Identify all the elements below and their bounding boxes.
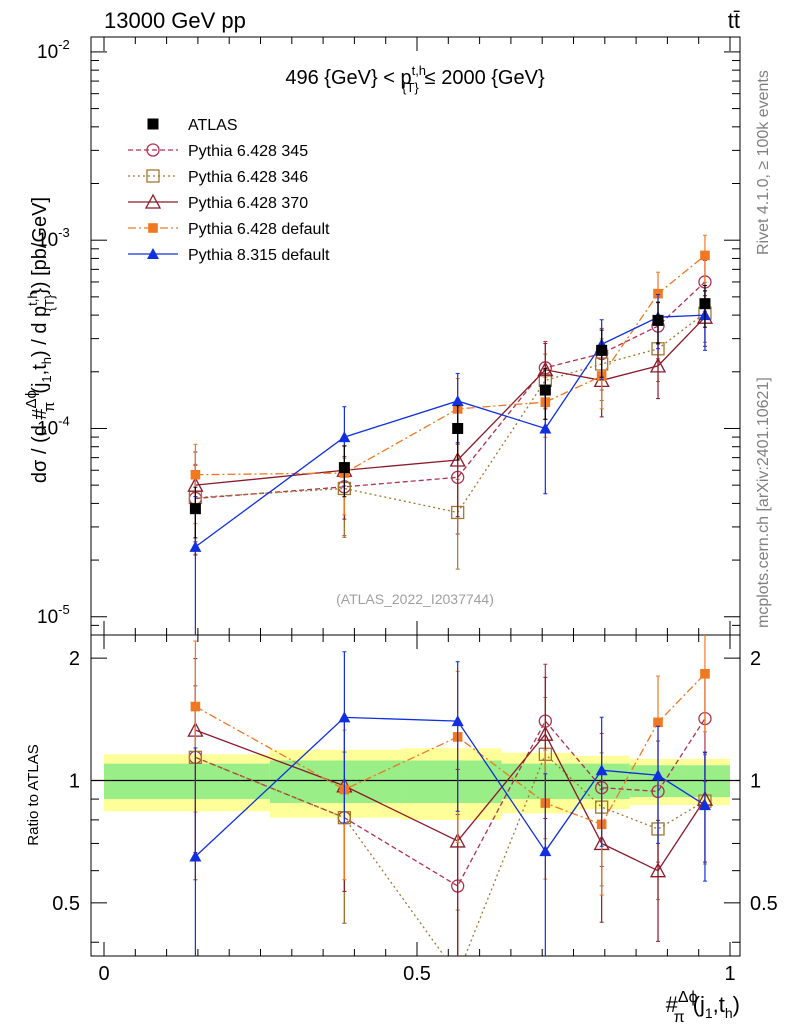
series-3-point [190, 469, 201, 480]
series-4-ratio-point [451, 715, 464, 727]
x-tick-label: 0.5 [403, 963, 431, 985]
atlas-point [539, 384, 551, 396]
legend-label: Pythia 6.428 346 [188, 169, 308, 186]
atlas-point [699, 298, 711, 310]
band-inner [401, 760, 502, 804]
y-tick-label: 10-2 [37, 37, 70, 63]
series-4-point [451, 394, 464, 406]
series-2-ratio-point [649, 862, 667, 878]
series-4-ratio-point [539, 845, 552, 857]
series-2-point [649, 357, 667, 373]
legend-label: ATLAS [188, 117, 238, 134]
site-label: mcplots.cern.ch [arXiv:2401.10621] [755, 377, 772, 628]
ratio-tick-label-right: 2 [750, 648, 761, 670]
ratio-tick-label-left: 1 [69, 770, 80, 792]
band-inner [104, 763, 270, 800]
energy-label: 13000 GeV pp [104, 8, 246, 33]
legend-marker [148, 223, 158, 233]
atlas-uncertainty-bands [91, 748, 740, 820]
series-3-ratio-point [700, 669, 710, 679]
x-axis-label: #Δϕ π(j1,th) [666, 989, 740, 1024]
legend-label: Pythia 6.428 default [188, 221, 330, 238]
legend: ATLAS Pythia 6.428 345 Pythia 6.428 346 Pyt… [128, 117, 330, 264]
legend-marker [147, 118, 159, 130]
series-2-ratio-point [537, 725, 554, 741]
atlas-point [189, 503, 201, 515]
legend-label: Pythia 6.428 345 [188, 143, 308, 160]
legend-marker [146, 169, 160, 183]
series-2-line [195, 316, 706, 486]
series-4-point [539, 422, 552, 434]
series-3-point [653, 288, 663, 299]
ratio-frame [90, 634, 741, 957]
atlas-point [338, 462, 350, 474]
series-3-ratio-point [190, 701, 201, 712]
ratio-y-axis-label: Ratio to ATLAS [25, 744, 42, 845]
legend-marker [147, 248, 159, 259]
ratio-series [187, 635, 714, 956]
y-tick-label: 10-4 [37, 413, 70, 439]
ratio-tick-label-left: 0.5 [52, 893, 80, 915]
y-axis-label: dσ / (d #Δϕπ(j1,th) / d pt,h {T}}) [pb/Ge… [23, 197, 58, 483]
ratio-tick-label-left: 2 [69, 648, 80, 670]
ratio-tick-label-right: 0.5 [750, 893, 778, 915]
series-2-ratio-point [449, 832, 466, 848]
rivet-label: Rivet 4.1.0, ≥ 100k events [755, 70, 772, 255]
legend-label: Pythia 6.428 370 [188, 195, 308, 212]
y-tick-label: 10-3 [37, 225, 70, 251]
legend-marker [146, 143, 160, 157]
series-3-ratio-point [653, 717, 663, 728]
series-4-ratio-point [595, 764, 608, 776]
series-3-line [195, 254, 706, 476]
chart-title: 496 {GeV} < pt,h {T} ≤ 2000 {GeV} [285, 63, 545, 95]
series-3-point [700, 250, 710, 261]
series-4-ratio-point [189, 850, 202, 862]
y-tick-label: 10-5 [37, 602, 70, 628]
atlas-point [596, 344, 608, 356]
tick-labels: 0 0.5 1 10-2 10-3 10-4 10-5 0.5 0.5 1 1 2 2 [37, 37, 778, 985]
series-4-point [338, 431, 351, 443]
series-4-ratio-point [698, 799, 711, 811]
series-2-point [449, 451, 466, 467]
series-4-point [189, 540, 202, 552]
band-inner [629, 765, 682, 798]
x-tick-label: 0 [98, 963, 109, 985]
x-tick-label: 1 [724, 963, 735, 985]
analysis-watermark: (ATLAS_2022_I2037744) [336, 591, 494, 607]
atlas-point [652, 314, 664, 326]
ratio-tick-label-right: 1 [750, 770, 761, 792]
series-4-ratio-point [652, 769, 665, 781]
axis-ticks [91, 37, 740, 956]
main-series [187, 234, 714, 635]
process-label: tt̄ [728, 8, 740, 33]
legend-label: Pythia 8.315 default [188, 247, 330, 264]
band-inner [269, 760, 402, 804]
legend-marker [144, 193, 162, 209]
series-4-ratio-point [338, 711, 351, 723]
series-1-line [195, 312, 706, 514]
atlas-point [452, 422, 464, 434]
series-4-line [195, 314, 705, 548]
